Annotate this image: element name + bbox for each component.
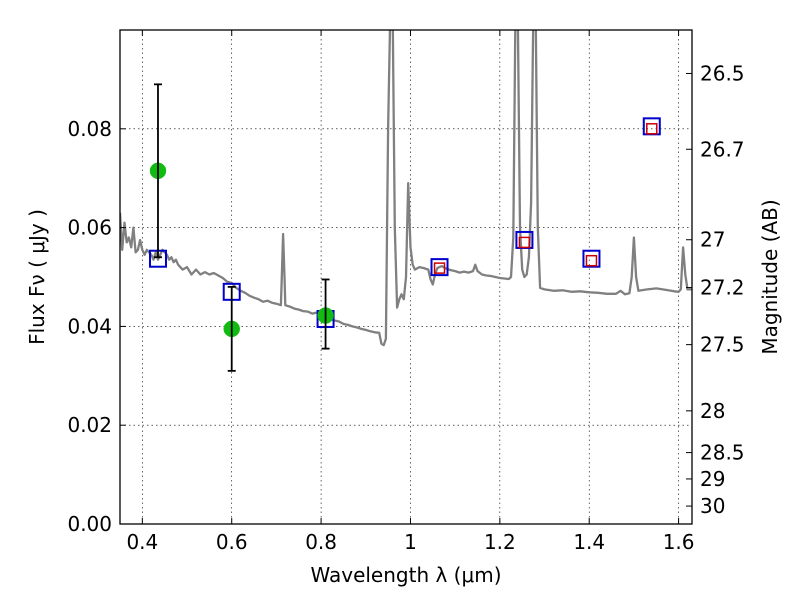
band-square-marker <box>518 236 531 249</box>
plot-area <box>120 30 692 372</box>
axes: 0.4 0.6 0.8 1 1.2 1.4 1.6 0.00 0.02 0.04 0.06 0.08 2… <box>67 30 745 554</box>
y2-tick-label: 29 <box>700 467 725 491</box>
y2-axis-label: Magnitude (AB) <box>758 199 782 354</box>
model-square-marker <box>430 258 449 277</box>
y2-tick-label: 30 <box>700 494 725 518</box>
y-tick-label: 0.04 <box>67 314 112 338</box>
band-square-marker <box>585 254 598 267</box>
y2-tick-label: 28.5 <box>700 441 745 465</box>
y2-tick-label: 27.5 <box>700 333 745 357</box>
y2-tick-label: 26.5 <box>700 61 745 85</box>
x-axis-label: Wavelength λ (μm) <box>310 563 501 587</box>
y-tick-label: 0.02 <box>67 413 112 437</box>
x-tick-label: 1.4 <box>573 530 605 554</box>
x-tick-label: 1.2 <box>484 530 516 554</box>
y-tick-label: 0.06 <box>67 216 112 240</box>
y2-tick-label: 27 <box>700 228 725 252</box>
plot-frame <box>119 29 693 525</box>
x-tick-label: 1 <box>404 530 417 554</box>
band-square-marker <box>646 123 658 135</box>
y-tick-label: 0.08 <box>67 117 112 141</box>
y2-tick-label: 27.2 <box>700 276 745 300</box>
band-square-marker <box>433 262 446 274</box>
y-axis-label: Flux Fν ( μJy ) <box>25 209 49 345</box>
y-tick-label: 0.00 <box>67 512 112 536</box>
x-tick-label: 1.6 <box>663 530 695 554</box>
x-tick-label: 0.8 <box>305 530 337 554</box>
x-tick-label: 0.4 <box>126 530 158 554</box>
x-tick-label: 0.6 <box>216 530 248 554</box>
y2-tick-label: 28 <box>700 399 725 423</box>
model-square-marker <box>582 249 601 268</box>
spectrum-line <box>120 30 692 347</box>
y2-tick-label: 26.7 <box>700 137 745 161</box>
